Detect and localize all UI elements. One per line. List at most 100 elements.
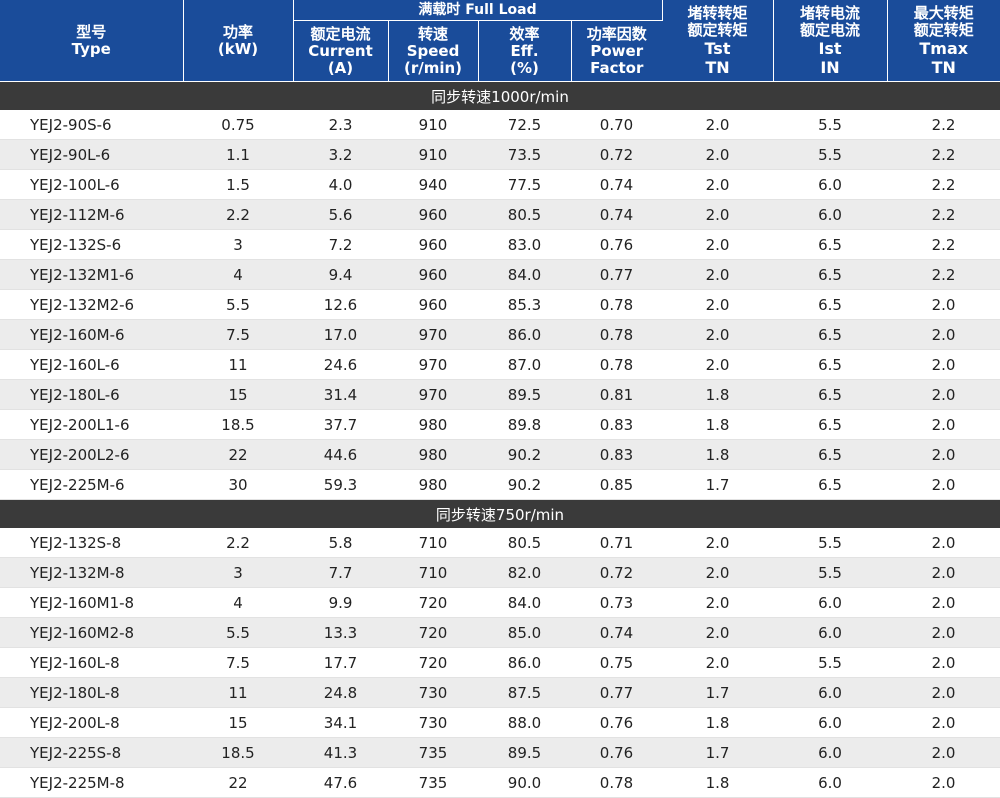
table-cell: 18.5 xyxy=(183,737,293,768)
table-cell: 2.0 xyxy=(887,349,1000,380)
table-cell: 6.5 xyxy=(773,349,887,380)
table-cell: 85.0 xyxy=(478,617,571,648)
table-row: YEJ2-160M2-8 5.5 13.3 720 85.0 0.74 2.0 6.0 2.0 xyxy=(0,617,1000,648)
table-row: YEJ2-132S-8 2.2 5.8 710 80.5 0.71 2.0 5.5 2.0 xyxy=(0,528,1000,558)
table-cell: YEJ2-160M-6 xyxy=(0,319,183,350)
table-cell: 82.0 xyxy=(478,557,571,588)
table-cell: 0.78 xyxy=(571,767,662,798)
section-title: 同步转速750r/min xyxy=(0,499,1000,528)
table-cell: 37.7 xyxy=(293,409,388,440)
table-cell: 2.2 xyxy=(887,199,1000,230)
table-cell: 7.2 xyxy=(293,229,388,260)
table-cell: 30 xyxy=(183,469,293,500)
table-cell: 710 xyxy=(388,528,478,558)
header-tst-ratio: 堵转转矩 额定转矩 Tst TN xyxy=(662,0,774,82)
table-cell: 0.74 xyxy=(571,169,662,200)
table-cell: 86.0 xyxy=(478,647,571,678)
table-cell: 24.8 xyxy=(293,677,388,708)
table-cell: 31.4 xyxy=(293,379,388,410)
table-cell: 2.0 xyxy=(887,439,1000,470)
table-cell: 2.0 xyxy=(887,528,1000,558)
table-cell: 1.8 xyxy=(662,767,773,798)
table-cell: 970 xyxy=(388,319,478,350)
table-row: YEJ2-200L2-6 22 44.6 980 90.2 0.83 1.8 6.5 2.0 xyxy=(0,439,1000,470)
table-cell: 2.0 xyxy=(887,587,1000,618)
table-cell: 2.0 xyxy=(662,139,773,170)
table-cell: 0.77 xyxy=(571,677,662,708)
table-cell: 4 xyxy=(183,259,293,290)
table-cell: 0.72 xyxy=(571,139,662,170)
table-row: YEJ2-160M-6 7.5 17.0 970 86.0 0.78 2.0 6.5 2.0 xyxy=(0,319,1000,350)
table-cell: 2.0 xyxy=(887,767,1000,798)
table-cell: YEJ2-160M2-8 xyxy=(0,617,183,648)
table-cell: YEJ2-100L-6 xyxy=(0,169,183,200)
header-full-load: 满载时 Full Load xyxy=(293,0,663,21)
table-cell: 940 xyxy=(388,169,478,200)
table-cell: 0.77 xyxy=(571,259,662,290)
table-cell: 960 xyxy=(388,289,478,320)
table-cell: 730 xyxy=(388,707,478,738)
table-cell: 87.5 xyxy=(478,677,571,708)
table-cell: 4.0 xyxy=(293,169,388,200)
table-cell: 0.76 xyxy=(571,737,662,768)
table-body: 同步转速1000r/min YEJ2-90S-6 0.75 2.3 910 72.5 0.7… xyxy=(0,81,1000,798)
table-cell: 980 xyxy=(388,469,478,500)
table-cell: 3.2 xyxy=(293,139,388,170)
table-cell: 1.8 xyxy=(662,707,773,738)
table-cell: 83.0 xyxy=(478,229,571,260)
section-title: 同步转速1000r/min xyxy=(0,81,1000,110)
table-cell: 1.1 xyxy=(183,139,293,170)
table-cell: 2.2 xyxy=(887,229,1000,260)
table-cell: 970 xyxy=(388,349,478,380)
table-cell: 6.0 xyxy=(773,199,887,230)
header-power-factor: 功率因数 Power Factor xyxy=(571,20,662,82)
table-cell: 59.3 xyxy=(293,469,388,500)
table-cell: YEJ2-160M1-8 xyxy=(0,587,183,618)
table-cell: 86.0 xyxy=(478,319,571,350)
table-cell: 6.5 xyxy=(773,469,887,500)
table-cell: 6.0 xyxy=(773,587,887,618)
table-row: YEJ2-132M1-6 4 9.4 960 84.0 0.77 2.0 6.5 2.2 xyxy=(0,259,1000,290)
table-cell: 90.2 xyxy=(478,469,571,500)
table-cell: 89.8 xyxy=(478,409,571,440)
table-cell: 1.5 xyxy=(183,169,293,200)
table-cell: 0.71 xyxy=(571,528,662,558)
table-cell: 2.2 xyxy=(183,528,293,558)
table-cell: 2.0 xyxy=(887,617,1000,648)
table-cell: 34.1 xyxy=(293,707,388,738)
table-cell: 90.2 xyxy=(478,439,571,470)
table-cell: 11 xyxy=(183,349,293,380)
table-cell: 11 xyxy=(183,677,293,708)
table-cell: 0.74 xyxy=(571,199,662,230)
table-cell: YEJ2-225M-8 xyxy=(0,767,183,798)
table-cell: 2.0 xyxy=(887,319,1000,350)
table-cell: 77.5 xyxy=(478,169,571,200)
table-cell: YEJ2-132M-8 xyxy=(0,557,183,588)
table-cell: 5.5 xyxy=(773,528,887,558)
table-cell: 2.0 xyxy=(662,289,773,320)
table-cell: 18.5 xyxy=(183,409,293,440)
table-cell: 0.78 xyxy=(571,319,662,350)
table-cell: YEJ2-132M1-6 xyxy=(0,259,183,290)
table-cell: 22 xyxy=(183,767,293,798)
table-cell: 960 xyxy=(388,259,478,290)
table-cell: 17.7 xyxy=(293,647,388,678)
table-cell: 2.0 xyxy=(662,528,773,558)
table-cell: 5.5 xyxy=(773,110,887,140)
table-cell: 0.76 xyxy=(571,229,662,260)
table-cell: YEJ2-200L-8 xyxy=(0,707,183,738)
table-cell: 12.6 xyxy=(293,289,388,320)
table-cell: 6.5 xyxy=(773,409,887,440)
table-row: YEJ2-160L-8 7.5 17.7 720 86.0 0.75 2.0 5.5 2.0 xyxy=(0,647,1000,678)
table-cell: 6.5 xyxy=(773,439,887,470)
table-cell: 2.0 xyxy=(662,229,773,260)
table-cell: 89.5 xyxy=(478,379,571,410)
header-type: 型号 Type xyxy=(0,0,184,82)
header-current: 额定电流 Current (A) xyxy=(293,20,389,82)
table-cell: YEJ2-160L-8 xyxy=(0,647,183,678)
header-power: 功率 (kW) xyxy=(183,0,294,82)
table-cell: 6.0 xyxy=(773,767,887,798)
header-efficiency: 效率 Eff. (%) xyxy=(478,20,572,82)
table-cell: 2.2 xyxy=(887,169,1000,200)
